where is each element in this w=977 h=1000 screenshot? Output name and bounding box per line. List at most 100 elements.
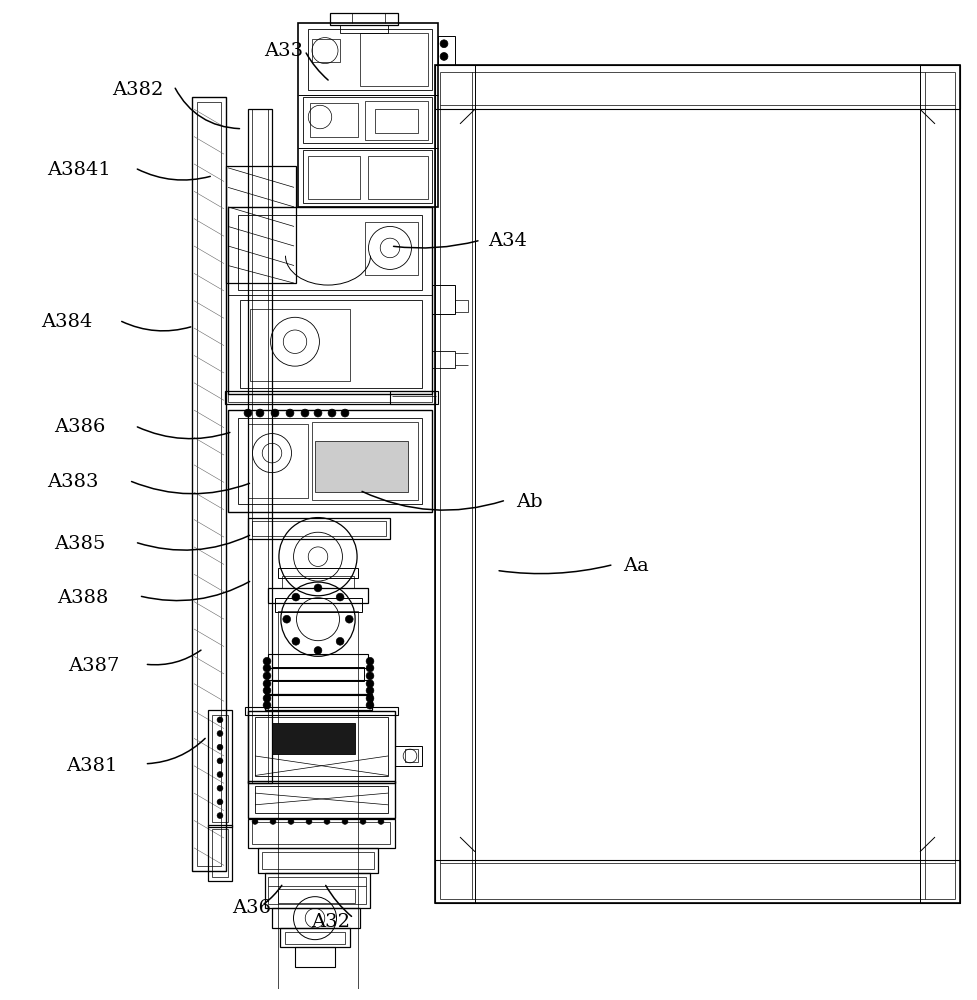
Text: A387: A387 xyxy=(68,657,120,675)
Bar xyxy=(435,860,960,903)
Bar xyxy=(435,65,960,903)
Bar xyxy=(248,819,395,848)
Bar xyxy=(435,65,960,109)
Circle shape xyxy=(366,657,374,665)
Bar xyxy=(368,156,428,199)
Text: A32: A32 xyxy=(311,913,350,931)
Bar xyxy=(268,680,368,695)
Bar xyxy=(375,109,418,133)
Circle shape xyxy=(292,637,300,645)
Bar xyxy=(278,611,358,1000)
Circle shape xyxy=(342,819,348,824)
Text: Aa: Aa xyxy=(623,557,649,575)
Circle shape xyxy=(314,584,321,592)
Bar xyxy=(282,576,354,588)
Bar xyxy=(228,207,432,394)
Bar xyxy=(212,829,228,877)
Bar xyxy=(208,710,232,827)
Circle shape xyxy=(282,615,290,623)
Bar xyxy=(312,39,340,62)
Bar xyxy=(298,23,438,207)
Circle shape xyxy=(217,785,223,791)
Circle shape xyxy=(263,687,271,694)
Circle shape xyxy=(366,701,374,709)
Bar xyxy=(265,873,370,908)
Circle shape xyxy=(263,694,271,702)
Circle shape xyxy=(263,701,271,709)
Bar xyxy=(250,309,350,381)
Bar xyxy=(278,889,355,903)
Bar xyxy=(405,749,418,762)
Circle shape xyxy=(324,819,330,824)
Text: A384: A384 xyxy=(41,313,93,331)
Bar xyxy=(310,103,358,137)
Bar xyxy=(248,424,308,498)
Bar xyxy=(252,822,390,844)
Bar xyxy=(365,222,418,275)
Bar xyxy=(248,109,272,783)
Text: A36: A36 xyxy=(233,899,272,917)
Circle shape xyxy=(244,409,252,417)
Bar xyxy=(245,707,398,715)
Bar xyxy=(315,441,408,492)
Circle shape xyxy=(217,717,223,723)
Circle shape xyxy=(345,615,353,623)
Bar xyxy=(192,97,226,871)
Circle shape xyxy=(292,593,300,601)
Bar xyxy=(390,391,438,404)
Bar xyxy=(395,746,422,766)
Bar xyxy=(303,150,432,203)
Bar xyxy=(262,852,374,869)
Circle shape xyxy=(263,680,271,688)
Bar xyxy=(272,723,355,754)
Bar xyxy=(312,422,418,500)
Bar xyxy=(248,518,390,539)
Text: A382: A382 xyxy=(112,81,164,99)
Text: A386: A386 xyxy=(54,418,106,436)
Bar xyxy=(365,101,428,140)
Bar xyxy=(238,215,422,290)
Circle shape xyxy=(263,664,271,672)
Circle shape xyxy=(361,819,366,824)
Bar xyxy=(228,394,432,402)
Bar xyxy=(285,932,345,944)
Circle shape xyxy=(366,687,374,694)
Bar xyxy=(280,928,350,947)
Bar xyxy=(308,156,360,199)
Bar xyxy=(248,711,395,783)
Bar xyxy=(258,848,378,873)
Bar xyxy=(330,13,398,25)
Circle shape xyxy=(301,409,309,417)
Circle shape xyxy=(263,657,271,665)
Bar xyxy=(340,25,388,33)
Circle shape xyxy=(286,409,294,417)
Bar xyxy=(275,598,362,612)
Bar xyxy=(268,588,368,603)
Circle shape xyxy=(314,409,321,417)
Bar xyxy=(268,654,368,668)
Circle shape xyxy=(217,744,223,750)
Circle shape xyxy=(263,672,271,680)
Text: A385: A385 xyxy=(54,535,106,553)
Circle shape xyxy=(252,819,258,824)
Bar xyxy=(226,166,296,283)
Circle shape xyxy=(306,819,312,824)
Bar xyxy=(225,391,435,404)
Bar xyxy=(252,521,386,536)
Bar xyxy=(295,947,335,967)
Bar xyxy=(272,667,364,681)
Circle shape xyxy=(217,813,223,819)
Circle shape xyxy=(217,772,223,777)
Circle shape xyxy=(378,819,384,824)
Text: Ab: Ab xyxy=(516,493,542,511)
Bar xyxy=(308,29,432,90)
Circle shape xyxy=(314,647,321,654)
Bar xyxy=(920,65,960,903)
Circle shape xyxy=(256,409,264,417)
Text: A383: A383 xyxy=(47,473,99,491)
Bar xyxy=(208,825,232,881)
Text: A3841: A3841 xyxy=(47,161,110,179)
Text: A34: A34 xyxy=(488,232,528,250)
Bar xyxy=(228,410,432,512)
Bar xyxy=(435,65,475,903)
